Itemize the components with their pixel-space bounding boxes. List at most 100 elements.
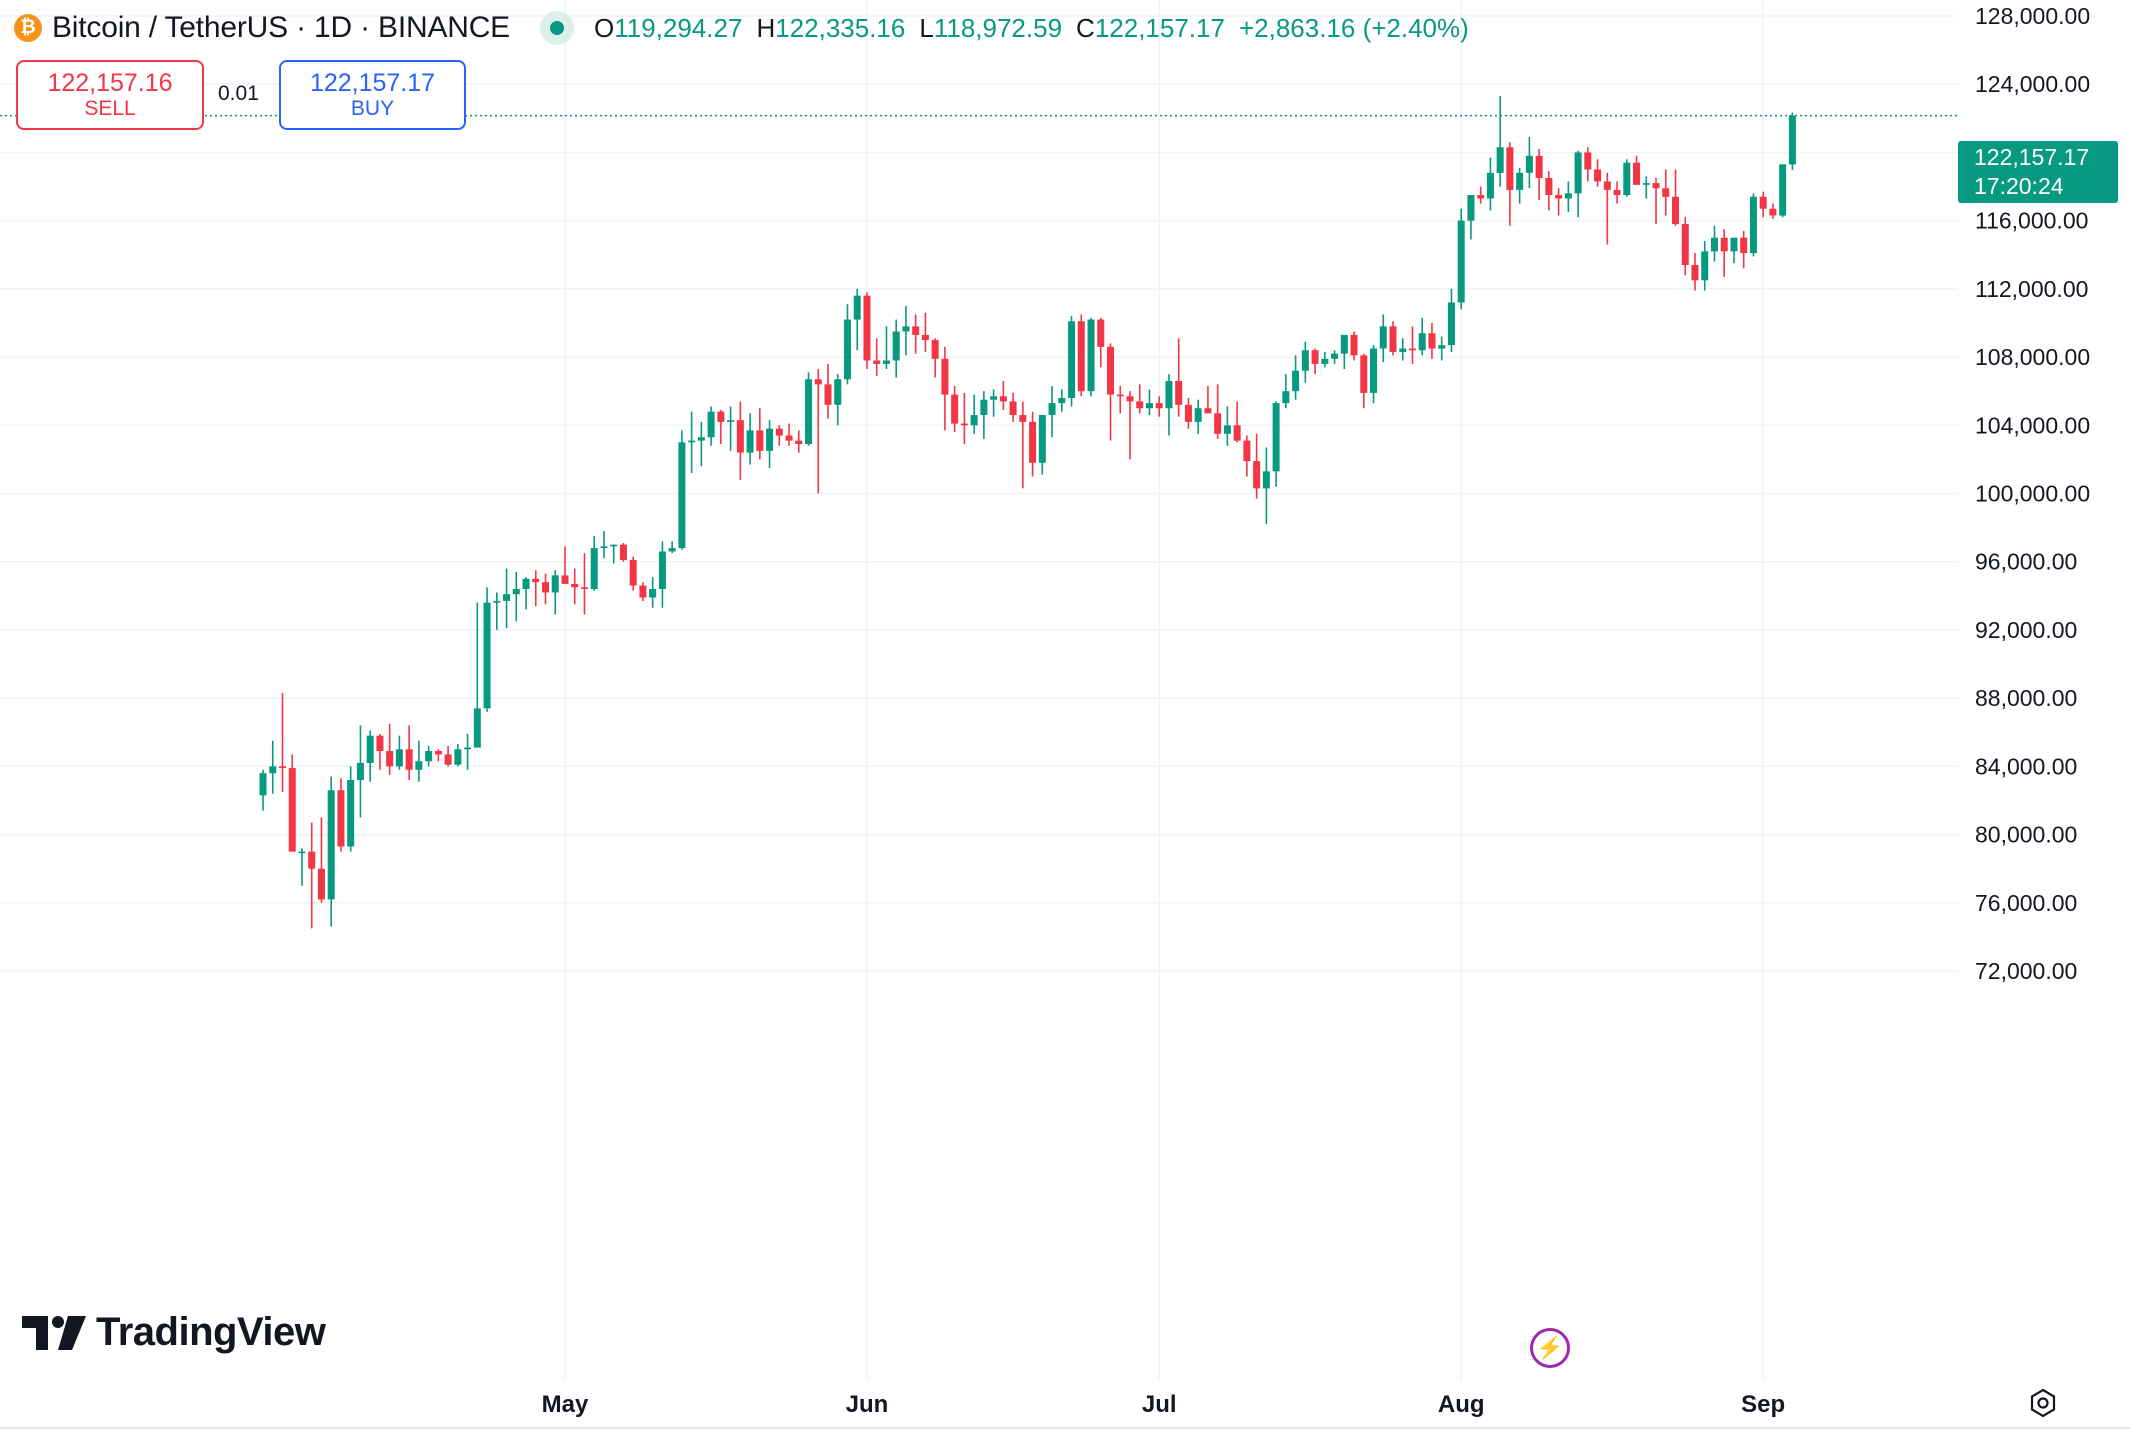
candle-up <box>395 735 403 770</box>
market-open-status-icon[interactable] <box>540 11 574 45</box>
candle-body <box>1311 350 1319 364</box>
candle-up <box>892 319 900 378</box>
candle-body <box>1701 251 1709 281</box>
candle-up <box>425 745 433 767</box>
candle-down <box>912 314 920 354</box>
candle-body <box>259 773 267 796</box>
price-tick-label: 84,000.00 <box>1975 753 2077 779</box>
candle-body <box>707 411 715 438</box>
candle-body <box>1292 370 1300 392</box>
candle-body <box>337 790 345 847</box>
candle-up <box>834 374 842 426</box>
tradingview-logo[interactable]: TradingView <box>22 1310 326 1355</box>
candle-body <box>629 560 637 586</box>
price-tick-label: 72,000.00 <box>1975 958 2077 984</box>
candle-up <box>1574 150 1582 218</box>
candle-body <box>814 379 822 385</box>
candle-body <box>1272 403 1280 472</box>
candle-body <box>746 430 754 453</box>
candle-body <box>1710 237 1718 252</box>
candle-body <box>395 749 403 767</box>
candle-down <box>619 542 627 562</box>
candle-body <box>999 396 1007 402</box>
candle-body <box>717 411 725 422</box>
candle-down <box>1311 348 1319 375</box>
candle-down <box>532 570 540 607</box>
candle-body <box>1779 164 1787 216</box>
candle-body <box>1408 348 1416 351</box>
bitcoin-icon: ₿ <box>14 14 42 42</box>
candle-up <box>882 326 890 370</box>
candle-up <box>853 288 861 351</box>
candle-body <box>1652 183 1660 189</box>
time-axis[interactable]: May Jun Jul Aug Sep <box>542 1391 1786 1418</box>
candle-down <box>960 392 968 445</box>
candle-up <box>1145 389 1153 416</box>
candle-body <box>668 548 676 552</box>
candle-up <box>1486 157 1494 211</box>
candle-down <box>1184 398 1192 429</box>
candle-body <box>1564 193 1572 199</box>
candle-up <box>707 406 715 446</box>
candle-body <box>512 589 520 595</box>
candle-body <box>843 319 851 380</box>
candle-body <box>1204 408 1212 414</box>
candle-body <box>727 420 735 422</box>
price-tick-label: 80,000.00 <box>1975 822 2077 848</box>
symbol-title[interactable]: Bitcoin / TetherUS · 1D · BINANCE <box>52 11 510 44</box>
candle-up <box>415 740 423 782</box>
candle-body <box>658 551 666 589</box>
candle-down <box>1594 159 1602 187</box>
buy-button[interactable]: 122,157.17 BUY <box>279 60 466 130</box>
low-label: L <box>919 12 934 43</box>
candle-up <box>1321 351 1329 368</box>
candle-body <box>425 751 433 762</box>
candle-down <box>376 733 384 770</box>
candle-up <box>658 541 666 608</box>
candle-down <box>1428 322 1436 359</box>
candle-body <box>503 594 511 601</box>
candle-body <box>1048 403 1056 416</box>
candle-up <box>1048 386 1056 438</box>
candle-body <box>1574 152 1582 194</box>
settings-icon[interactable] <box>2028 1388 2058 1418</box>
candle-body <box>356 762 364 780</box>
candle-body <box>415 761 423 770</box>
candle-body <box>1418 333 1426 351</box>
candle-down <box>1389 321 1397 356</box>
candle-down <box>1681 217 1689 276</box>
close-label: C <box>1076 12 1095 43</box>
lightning-icon[interactable]: ⚡ <box>1530 1328 1570 1368</box>
candle-body <box>317 868 325 900</box>
candle-down <box>1204 386 1212 414</box>
candle-body <box>1301 350 1309 371</box>
candle-down <box>1350 331 1358 361</box>
candle-down <box>444 745 452 767</box>
candle-down <box>1214 384 1222 439</box>
candle-body <box>1399 348 1407 352</box>
tradingview-logo-text: TradingView <box>96 1310 326 1354</box>
candle-up <box>1194 399 1202 434</box>
close-value: 122,157.17 <box>1094 12 1225 43</box>
candle-body <box>775 428 783 436</box>
ohlc-legend: O119,294.27 H122,335.16 L118,972.59 C122… <box>594 13 1469 44</box>
sell-button[interactable]: 122,157.16 SELL <box>16 60 204 130</box>
candle-body <box>551 575 559 593</box>
candle-body <box>1360 355 1368 393</box>
candle-body <box>376 735 384 752</box>
candle-body <box>580 587 588 589</box>
candle-up <box>298 848 306 886</box>
time-tick-label: Aug <box>1438 1391 1485 1418</box>
candle-up <box>347 766 355 852</box>
candle-up <box>727 406 735 451</box>
candle-body <box>1477 195 1485 199</box>
candle-body <box>278 766 287 769</box>
candle-body <box>405 749 413 770</box>
candle-body <box>434 751 442 755</box>
candle-body <box>882 360 890 364</box>
candle-body <box>1321 358 1329 364</box>
candle-body <box>1613 189 1621 196</box>
high-label: H <box>756 12 776 43</box>
candle-up <box>1779 164 1787 218</box>
